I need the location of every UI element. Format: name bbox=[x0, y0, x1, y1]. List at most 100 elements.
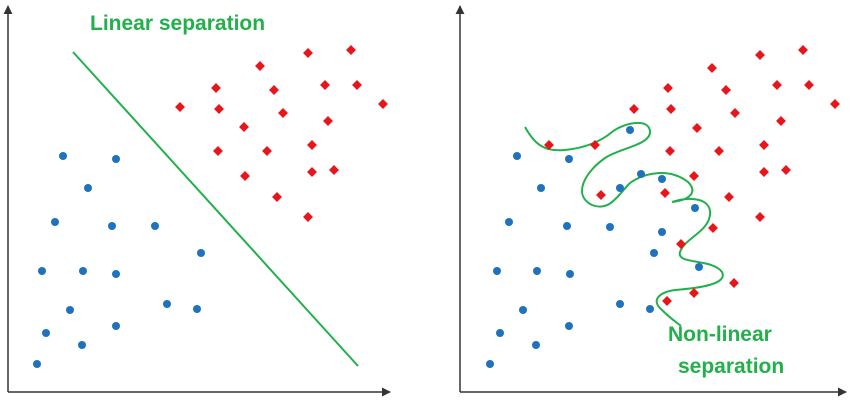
blue-point bbox=[112, 270, 120, 278]
red-point bbox=[759, 140, 769, 150]
red-point bbox=[323, 116, 333, 126]
blue-point bbox=[496, 329, 504, 337]
blue-point bbox=[66, 306, 74, 314]
blue-point bbox=[42, 329, 50, 337]
red-point bbox=[708, 223, 718, 233]
red-point bbox=[721, 85, 731, 95]
red-point bbox=[269, 85, 279, 95]
blue-point bbox=[38, 267, 46, 275]
blue-point bbox=[33, 360, 41, 368]
blue-point bbox=[112, 155, 120, 163]
red-point bbox=[662, 296, 672, 306]
blue-point bbox=[537, 184, 545, 192]
red-point bbox=[689, 288, 699, 298]
blue-point bbox=[108, 222, 116, 230]
blue-point bbox=[197, 249, 205, 257]
nonlinear-boundary bbox=[524, 122, 724, 327]
red-point bbox=[730, 108, 740, 118]
blue-point bbox=[59, 152, 67, 160]
red-point bbox=[590, 140, 600, 150]
red-point bbox=[759, 167, 769, 177]
blue-point bbox=[112, 322, 120, 330]
left-title: Linear separation bbox=[90, 12, 265, 35]
red-point bbox=[214, 104, 224, 114]
blue-point bbox=[695, 263, 703, 271]
red-point bbox=[804, 80, 814, 90]
blue-point bbox=[78, 341, 86, 349]
linear-boundary bbox=[72, 51, 359, 367]
blue-point bbox=[691, 204, 699, 212]
red-point bbox=[211, 83, 221, 93]
blue-point bbox=[563, 222, 571, 230]
red-point bbox=[303, 48, 313, 58]
red-point bbox=[213, 146, 223, 156]
red-point bbox=[665, 146, 675, 156]
red-point bbox=[830, 99, 840, 109]
red-point bbox=[772, 80, 782, 90]
left-axes bbox=[3, 5, 391, 397]
blue-point bbox=[51, 218, 59, 226]
blue-point bbox=[626, 126, 634, 134]
blue-point bbox=[533, 267, 541, 275]
red-point bbox=[714, 146, 724, 156]
red-point bbox=[307, 167, 317, 177]
blue-point bbox=[616, 184, 624, 192]
red-point bbox=[707, 63, 717, 73]
blue-point bbox=[646, 305, 654, 313]
blue-point bbox=[650, 249, 658, 257]
red-point bbox=[596, 190, 606, 200]
right-title-line: Non-linear bbox=[668, 323, 772, 346]
blue-point bbox=[616, 300, 624, 308]
red-point bbox=[240, 171, 250, 181]
red-point bbox=[781, 165, 791, 175]
red-point bbox=[278, 108, 288, 118]
blue-point bbox=[532, 341, 540, 349]
blue-point bbox=[658, 228, 666, 236]
blue-point bbox=[566, 270, 574, 278]
red-point bbox=[689, 171, 699, 181]
red-point bbox=[755, 50, 765, 60]
red-point bbox=[676, 239, 686, 249]
red-point bbox=[303, 212, 313, 222]
red-point bbox=[378, 99, 388, 109]
red-point bbox=[666, 104, 676, 114]
blue-point bbox=[565, 322, 573, 330]
red-point bbox=[798, 45, 808, 55]
blue-point bbox=[163, 300, 171, 308]
blue-point bbox=[84, 184, 92, 192]
blue-point bbox=[519, 306, 527, 314]
red-point bbox=[329, 165, 339, 175]
red-point bbox=[724, 192, 734, 202]
red-point bbox=[692, 123, 702, 133]
red-point bbox=[239, 122, 249, 132]
blue-point bbox=[193, 305, 201, 313]
blue-point bbox=[151, 222, 159, 230]
blue-point bbox=[637, 170, 645, 178]
blue-point bbox=[79, 267, 87, 275]
red-point bbox=[255, 61, 265, 71]
red-point bbox=[776, 116, 786, 126]
right-axes bbox=[455, 5, 847, 397]
blue-point bbox=[606, 223, 614, 231]
red-point bbox=[729, 278, 739, 288]
blue-point bbox=[513, 152, 521, 160]
red-point bbox=[544, 140, 554, 150]
blue-point bbox=[493, 267, 501, 275]
red-point bbox=[352, 80, 362, 90]
red-point bbox=[755, 212, 765, 222]
blue-point bbox=[486, 360, 494, 368]
red-point bbox=[262, 146, 272, 156]
blue-point bbox=[658, 175, 666, 183]
red-point bbox=[629, 104, 639, 114]
points bbox=[33, 45, 840, 368]
red-point bbox=[320, 80, 330, 90]
blue-point bbox=[565, 155, 573, 163]
red-point bbox=[660, 188, 670, 198]
red-point bbox=[663, 83, 673, 93]
blue-point bbox=[505, 218, 513, 226]
red-point bbox=[307, 140, 317, 150]
right-title-line: separation bbox=[678, 355, 784, 378]
red-point bbox=[272, 192, 282, 202]
red-point bbox=[346, 45, 356, 55]
